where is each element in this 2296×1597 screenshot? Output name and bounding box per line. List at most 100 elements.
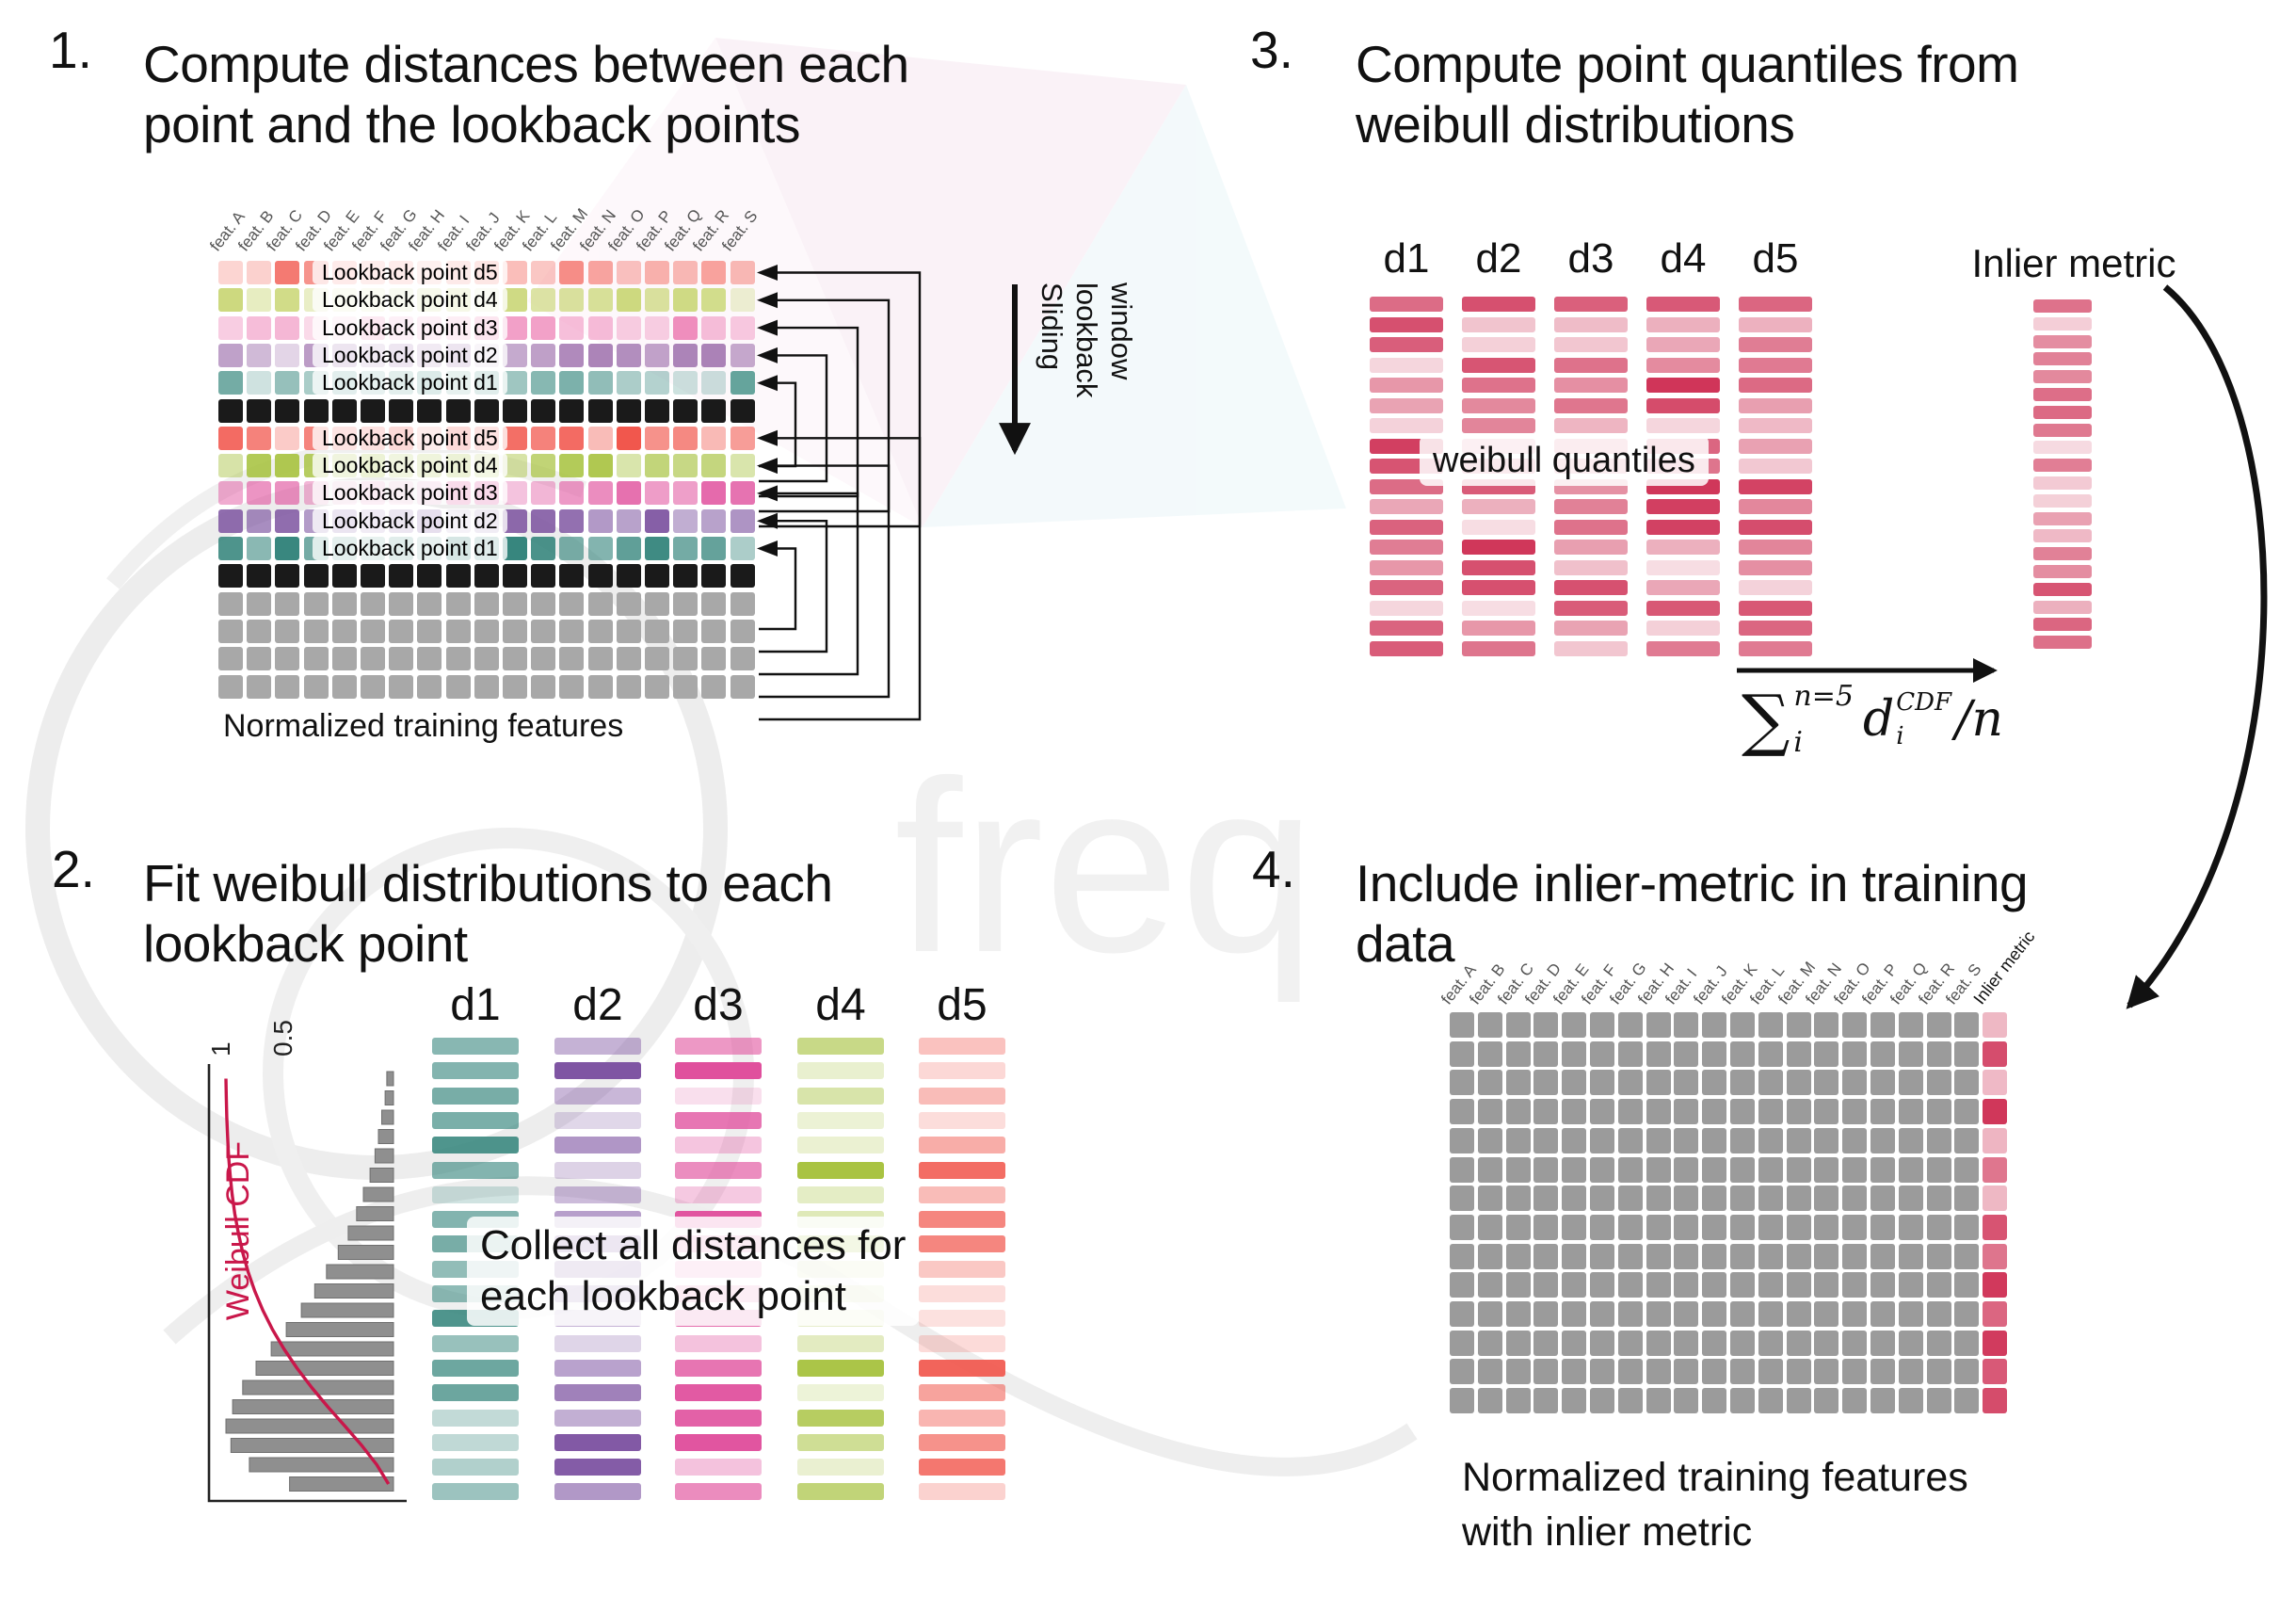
feature-cell — [673, 315, 698, 340]
step-3-title-line1: Compute point quantiles from — [1356, 35, 2019, 93]
distance-bar — [554, 1062, 641, 1080]
feature-cell — [1477, 1070, 1502, 1096]
feature-cell — [1786, 1012, 1811, 1038]
feature-cell — [1926, 1214, 1951, 1240]
feature-cell — [1533, 1359, 1559, 1385]
feature-cell — [1842, 1330, 1868, 1356]
distance-bar — [797, 1433, 884, 1451]
distance-column-label: d3 — [693, 980, 744, 1030]
feature-cell — [1450, 1070, 1474, 1096]
feature-cell — [1871, 1301, 1895, 1327]
distance-bar — [1370, 418, 1443, 433]
distance-bar — [919, 1459, 1005, 1476]
feature-cell — [218, 315, 243, 340]
feature-cell — [1674, 1301, 1699, 1327]
step-1-number: 1. — [49, 21, 92, 79]
feature-cell — [587, 261, 613, 284]
distance-bar — [797, 1161, 884, 1179]
variable-superscript: CDF — [1896, 688, 1952, 717]
feature-cell — [587, 508, 613, 533]
distance-histogram-bars — [225, 1071, 394, 1492]
feature-cell — [1758, 1243, 1783, 1269]
feature-cell — [1702, 1012, 1727, 1038]
distance-bar — [432, 1186, 519, 1203]
distance-bar — [1646, 337, 1720, 352]
distance-bar — [675, 1111, 762, 1129]
feature-cell — [701, 647, 727, 671]
distance-bar — [675, 1161, 762, 1179]
feature-cell — [303, 398, 329, 423]
distance-bar — [919, 1235, 1005, 1253]
feature-cell — [275, 591, 300, 616]
feature-cell — [531, 508, 556, 533]
feature-cell — [1590, 1070, 1614, 1096]
feature-cell — [1730, 1012, 1755, 1038]
feature-cell — [1814, 1127, 1839, 1153]
feature-cell — [331, 674, 357, 699]
lookback-row-label: Lookback point d4 — [313, 453, 507, 478]
feature-cell — [1898, 1388, 1923, 1414]
feature-cell — [275, 261, 300, 284]
feature-cell — [730, 261, 755, 284]
feature-cell — [361, 619, 385, 643]
distance-bar — [554, 1433, 641, 1451]
feature-cell — [503, 564, 527, 589]
feature-cell — [361, 647, 385, 671]
feature-cell — [701, 537, 727, 560]
feature-cell — [730, 481, 755, 506]
distance-bar — [1646, 600, 1720, 616]
distance-bar — [432, 1137, 519, 1154]
feature-cell — [361, 674, 385, 699]
feature-cell — [1590, 1099, 1614, 1125]
distance-bar — [1739, 559, 1812, 575]
distance-bar — [1554, 316, 1628, 332]
distance-bar — [1554, 519, 1628, 535]
feature-cell — [559, 426, 585, 450]
feature-cell — [1617, 1040, 1643, 1067]
feature-cell — [1674, 1156, 1699, 1183]
feature-cell — [1871, 1214, 1895, 1240]
feature-cell — [1702, 1099, 1727, 1125]
feature-cell — [1814, 1359, 1839, 1385]
inlier-metric-cell — [1983, 1359, 2008, 1385]
weibull-cdf-curve — [224, 1078, 391, 1485]
inlier-metric-cell — [1983, 1214, 2008, 1240]
feature-cell — [218, 537, 243, 560]
feature-cell — [616, 537, 641, 560]
caption-line2: with inlier metric — [1462, 1509, 1753, 1555]
distance-bar — [1370, 519, 1443, 535]
feature-cell — [417, 591, 442, 616]
feature-cell — [1842, 1272, 1868, 1299]
feature-cell — [673, 398, 698, 423]
feature-cell — [445, 564, 471, 589]
distance-bar — [675, 1384, 762, 1402]
lookback-row-label: Lookback point d2 — [313, 508, 507, 533]
distance-bar — [554, 1161, 641, 1179]
feature-cell — [1842, 1359, 1868, 1385]
feature-cell — [1926, 1359, 1951, 1385]
feature-cell — [1646, 1156, 1671, 1183]
feature-cell — [1674, 1330, 1699, 1356]
feature-cell — [1730, 1243, 1755, 1269]
feature-cell — [1871, 1156, 1895, 1183]
feature-cell — [247, 315, 272, 340]
feature-cell — [531, 564, 556, 589]
feature-cell — [1533, 1388, 1559, 1414]
distance-bar — [797, 1087, 884, 1105]
feature-cell — [1758, 1272, 1783, 1299]
feature-cell — [417, 647, 442, 671]
feature-cell — [559, 674, 585, 699]
feature-cell — [1450, 1243, 1474, 1269]
distance-bar — [2033, 334, 2092, 348]
feature-cell — [531, 537, 556, 560]
feature-cell — [331, 564, 357, 589]
feature-cell — [1590, 1388, 1614, 1414]
distance-bar — [2033, 352, 2092, 366]
feature-cell — [701, 564, 727, 589]
feature-cell — [616, 398, 641, 423]
inlier-metric-cell — [1983, 1156, 2008, 1183]
feature-cell — [1477, 1012, 1502, 1038]
distance-bar — [919, 1483, 1005, 1501]
distance-column-label: d2 — [1475, 235, 1522, 282]
feature-cell — [1450, 1156, 1474, 1183]
